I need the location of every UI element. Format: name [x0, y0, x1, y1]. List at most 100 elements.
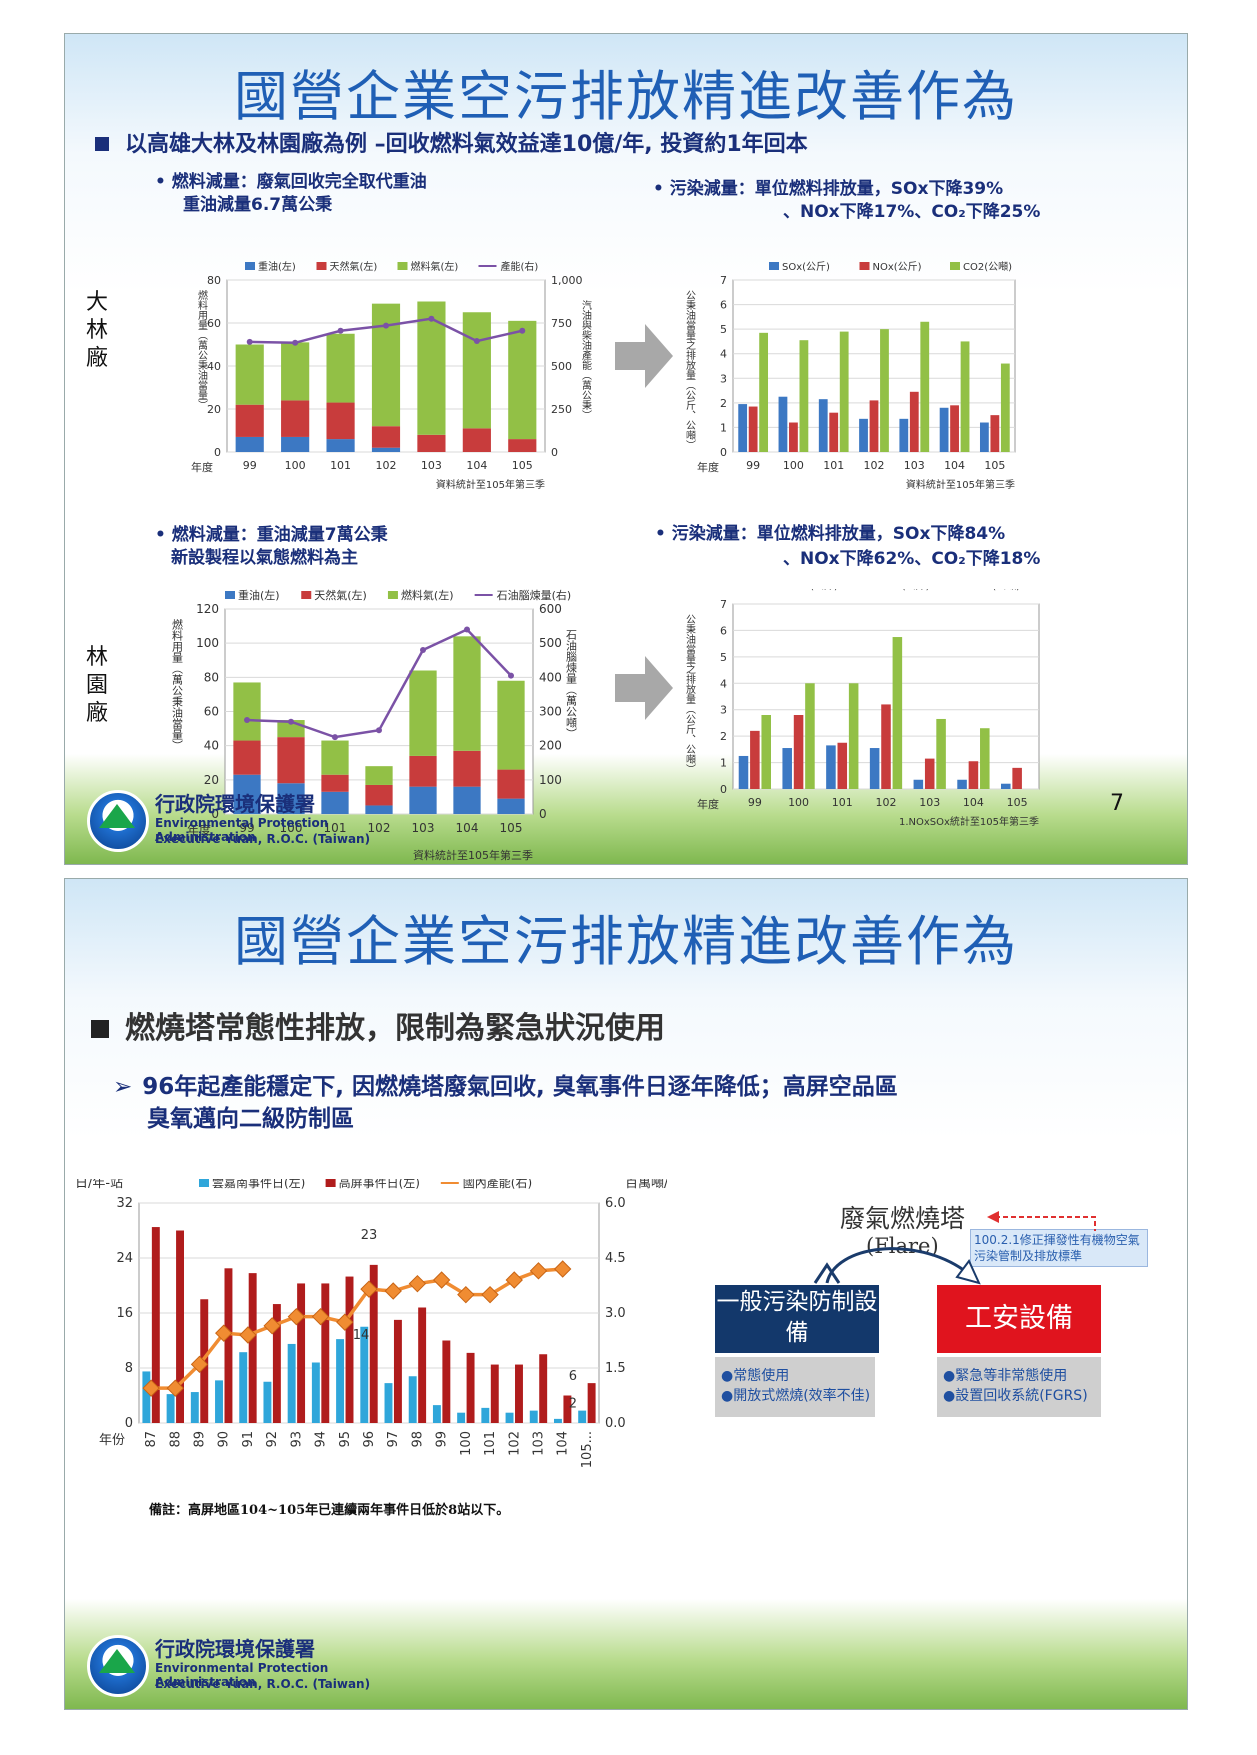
x-tick-label: 104	[944, 459, 965, 472]
bar	[759, 332, 769, 452]
y2-tick-label: 1.5	[605, 1361, 626, 1376]
bar	[497, 798, 525, 814]
bar	[859, 418, 868, 452]
x-tick-label: 104	[963, 796, 984, 809]
bar	[281, 436, 310, 452]
y-axis-label: 燃料用量（萬公秉油當量）	[196, 289, 208, 410]
bar	[360, 1326, 369, 1423]
linyuan-fuel-note-2: 新設製程以氣態燃料為主	[171, 548, 358, 568]
y-tick-label: 0	[125, 1416, 133, 1431]
dalin-pollution-note-1: • 污染減量：單位燃料排放量，SOx下降39%	[653, 179, 1004, 199]
legend-label: CO2(公噸)	[963, 260, 1012, 273]
slide-2: 國營企業空污排放精進改善作為 燃燒塔常態性排放，限制為緊急狀況使用 ➢ 96年起產…	[64, 878, 1188, 1710]
y-tick-label: 6	[720, 624, 727, 637]
line-point	[239, 1326, 257, 1344]
bar	[1000, 363, 1010, 452]
x-tick-label: 103	[421, 459, 442, 472]
y-tick-label: 60	[207, 317, 221, 330]
y-tick-label: 7	[720, 598, 727, 611]
bar	[453, 786, 481, 814]
bar	[277, 783, 305, 814]
bar	[939, 407, 949, 452]
bar	[578, 1410, 587, 1423]
x-tick-label: 94	[314, 1431, 329, 1448]
y-tick-label: 4	[720, 348, 727, 361]
general-pollution-control-box: 一般污染防制設備	[715, 1285, 879, 1353]
bar	[166, 1394, 175, 1423]
x-tick-label: 100	[285, 459, 306, 472]
linyuan-fuel-note-1: • 燃料減量：重油減量7萬公秉	[155, 525, 388, 545]
bar	[750, 730, 760, 789]
legend-label: 天然氣(左)	[314, 589, 367, 602]
line-point	[420, 647, 426, 653]
bar	[793, 715, 804, 789]
bar	[371, 303, 401, 427]
legend-swatch	[199, 1179, 209, 1187]
legend-label: 石油腦煉量(右)	[497, 589, 572, 602]
bar	[321, 1283, 330, 1423]
bar	[418, 1307, 427, 1423]
line-point	[457, 1285, 475, 1304]
x-tick-label: 102	[507, 1431, 522, 1456]
logo-text-1: 行政院環境保護署	[155, 792, 315, 816]
bar	[497, 769, 525, 799]
legend-label: CO2(公噸)	[971, 589, 1020, 592]
bar	[233, 682, 261, 741]
y-tick-label: 1	[720, 421, 727, 434]
x-tick-label: 91	[241, 1431, 256, 1448]
page-number: 7	[1110, 791, 1124, 816]
x-tick-label: 102	[376, 459, 397, 472]
bar	[529, 1410, 538, 1423]
arrow-right-icon	[615, 656, 673, 720]
subpoint-line-1: ➢ 96年起產能穩定下, 因燃燒塔廢氣回收, 臭氧事件日逐年降低；高屏空品區	[113, 1067, 898, 1101]
bar	[453, 636, 481, 751]
data-label: 6	[569, 1369, 577, 1384]
x-tick-label: 103	[412, 821, 435, 835]
general-item: ●開放式燃燒(效率不佳)	[721, 1388, 871, 1404]
x-axis-label: 年度	[187, 822, 211, 837]
y2-tick-label: 600	[539, 602, 562, 616]
bar	[432, 1405, 441, 1423]
epa-logo: 行政院環境保護署 Environmental Protection Admini…	[87, 786, 387, 856]
x-tick-label: 105	[1007, 796, 1028, 809]
y2-axis-unit: 百萬噸/年	[625, 1179, 667, 1191]
y-tick-label: 6	[720, 299, 727, 312]
x-tick-label: 98	[410, 1431, 425, 1448]
x-tick-label: 101	[483, 1431, 498, 1456]
linyuan-pollution-note-2: 、NOx下降62%、CO₂下降18%	[783, 549, 1041, 569]
legend-label: 燃料氣(左)	[401, 589, 454, 602]
headline-text: 以高雄大林及林園廠為例 –回收燃料氣效益達10億/年, 投資約1年回本	[125, 132, 808, 157]
bar	[990, 415, 1000, 452]
y2-tick-label: 300	[539, 705, 562, 719]
bar	[818, 399, 828, 452]
epa-logo: 行政院環境保護署 Environmental Protection Admini…	[87, 1631, 387, 1701]
bar	[553, 1418, 562, 1423]
bar	[490, 1364, 499, 1423]
regulation-note: 100.2.1修正揮發性有機物空氣污染管制及排放標準	[970, 1229, 1148, 1267]
bar	[326, 402, 355, 440]
bar	[497, 680, 525, 770]
y-tick-label: 2	[720, 397, 727, 410]
y-tick-label: 60	[204, 705, 219, 719]
bar	[287, 1343, 296, 1423]
bar	[909, 391, 919, 452]
y-tick-label: 32	[116, 1196, 133, 1211]
legend-label: 國內產能(右)	[463, 1179, 532, 1190]
data-label: 2	[569, 1396, 577, 1411]
x-tick-label: 102	[864, 459, 885, 472]
bar	[176, 1230, 185, 1423]
legend-label: SOx(公斤)	[782, 261, 830, 273]
x-tick-label: 99	[746, 459, 760, 472]
x-tick-label: 100	[783, 459, 804, 472]
subpoint-text-1: 96年起產能穩定下, 因燃燒塔廢氣回收, 臭氧事件日逐年降低；高屏空品區	[142, 1074, 898, 1100]
x-axis-label: 年份	[99, 1433, 125, 1448]
y2-tick-label: 1,000	[551, 274, 583, 287]
bar	[297, 1283, 306, 1423]
y2-tick-label: 0.0	[605, 1416, 626, 1431]
headline: 燃燒塔常態性排放，限制為緊急狀況使用	[91, 1003, 665, 1047]
bar	[224, 1268, 233, 1423]
y-tick-label: 24	[116, 1251, 133, 1266]
bar	[239, 1352, 248, 1423]
legend-swatch	[316, 262, 327, 270]
bar	[462, 312, 491, 429]
